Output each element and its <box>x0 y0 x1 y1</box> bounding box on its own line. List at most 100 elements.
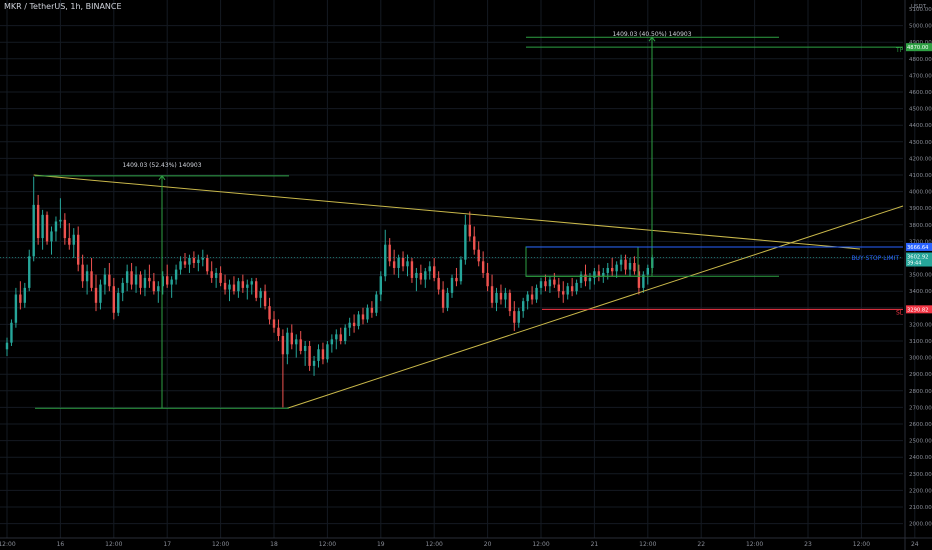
currency-label: USDT <box>911 4 927 10</box>
candle-body <box>433 266 436 278</box>
candle-body <box>139 274 142 288</box>
candle <box>517 307 520 328</box>
y-tick-label: 4500.00 <box>909 107 932 113</box>
symbol-title[interactable]: MKR / TetherUS, 1h, BINANCE <box>4 2 122 11</box>
y-tick-label: 2900.00 <box>909 372 932 378</box>
candle <box>375 291 378 317</box>
candle <box>166 264 169 288</box>
candle <box>72 228 75 258</box>
candle <box>206 254 209 275</box>
x-tick-label: 20 <box>484 541 492 548</box>
y-tick-label: 2300.00 <box>909 472 932 478</box>
sl-price-tag <box>906 305 932 314</box>
downtrend-segment[interactable] <box>33 174 861 250</box>
candle <box>134 266 138 293</box>
drawings[interactable]: 1409.03 (52.43%) 140903 1409.03 (40.50%) … <box>0 31 904 409</box>
candle <box>637 264 641 295</box>
candle-body <box>148 277 151 282</box>
candle <box>103 267 107 295</box>
y-tick-label: 2400.00 <box>909 455 932 461</box>
arrow-up-icon <box>648 36 656 42</box>
candle <box>570 277 574 297</box>
candle-body <box>526 294 529 302</box>
candle <box>424 267 427 288</box>
candle <box>68 223 71 250</box>
candle-body <box>570 286 574 292</box>
y-tick-label: 3500.00 <box>909 273 932 279</box>
candle-body <box>410 261 414 278</box>
candle-body <box>90 271 93 288</box>
candle-body <box>161 276 164 287</box>
candle <box>99 279 102 310</box>
candle <box>23 282 26 308</box>
candle <box>495 287 498 312</box>
candle-body <box>36 204 40 239</box>
candle-body <box>125 271 129 283</box>
uptrend-segment[interactable] <box>287 205 904 409</box>
candle <box>317 344 320 368</box>
candle-body <box>619 259 623 265</box>
candle-body <box>134 274 138 285</box>
y-tick-label: 2700.00 <box>909 405 932 411</box>
candle <box>468 211 471 242</box>
candle <box>85 264 89 295</box>
candle <box>606 262 609 280</box>
candle-body <box>499 292 503 300</box>
candle <box>201 249 204 267</box>
candle <box>117 287 120 317</box>
candle-body <box>441 289 445 308</box>
candle-body <box>593 271 596 278</box>
candle-body <box>259 291 262 298</box>
candle-body <box>121 282 124 293</box>
candle <box>210 261 213 283</box>
candle-body <box>392 261 396 268</box>
candle-body <box>170 279 173 285</box>
candle-body <box>223 282 227 290</box>
y-tick-label: 2600.00 <box>909 422 932 428</box>
candle <box>410 258 414 283</box>
candle <box>553 272 556 288</box>
candle <box>579 271 583 288</box>
candle <box>401 251 405 272</box>
candle-body <box>246 284 249 288</box>
candle-body <box>504 292 507 300</box>
candle <box>259 287 262 308</box>
uptrend-line[interactable] <box>287 205 904 409</box>
entry-label: BUY STOP LIMIT <box>851 255 899 262</box>
current-countdown-text: 39:44 <box>907 261 921 267</box>
candle <box>357 311 360 330</box>
candle-body <box>428 266 431 272</box>
candle <box>455 267 458 287</box>
candle-body <box>299 339 302 351</box>
candle <box>130 262 133 290</box>
candle-body <box>450 277 454 293</box>
candle-body <box>468 224 471 237</box>
candle-body <box>624 259 627 270</box>
candle <box>255 277 258 302</box>
candle <box>557 277 560 298</box>
tp-price-text: 4870.00 <box>907 45 928 51</box>
candle-body <box>379 276 382 295</box>
candle-body <box>530 294 534 300</box>
x-tick-label: 16 <box>57 541 65 548</box>
candle <box>152 272 156 295</box>
candle-body <box>63 219 67 239</box>
y-tick-label: 4400.00 <box>909 123 932 129</box>
candle <box>277 319 280 341</box>
candle <box>237 277 240 298</box>
downtrend-line[interactable] <box>33 174 861 250</box>
measure-tool-1[interactable]: 1409.03 (52.43%) 140903 <box>35 162 289 409</box>
candle <box>125 264 129 292</box>
candle <box>108 262 111 292</box>
y-tick-label: 4300.00 <box>909 140 932 146</box>
candle-body <box>250 281 253 285</box>
measure-label-2: 1409.03 (40.50%) 140903 <box>612 31 691 38</box>
candle-body <box>588 277 592 282</box>
y-tick-label: 4100.00 <box>909 173 932 179</box>
candle <box>232 276 236 295</box>
candle-body <box>388 244 391 262</box>
candle-body <box>263 291 267 307</box>
candle-body <box>330 339 334 345</box>
candle-body <box>553 279 556 285</box>
